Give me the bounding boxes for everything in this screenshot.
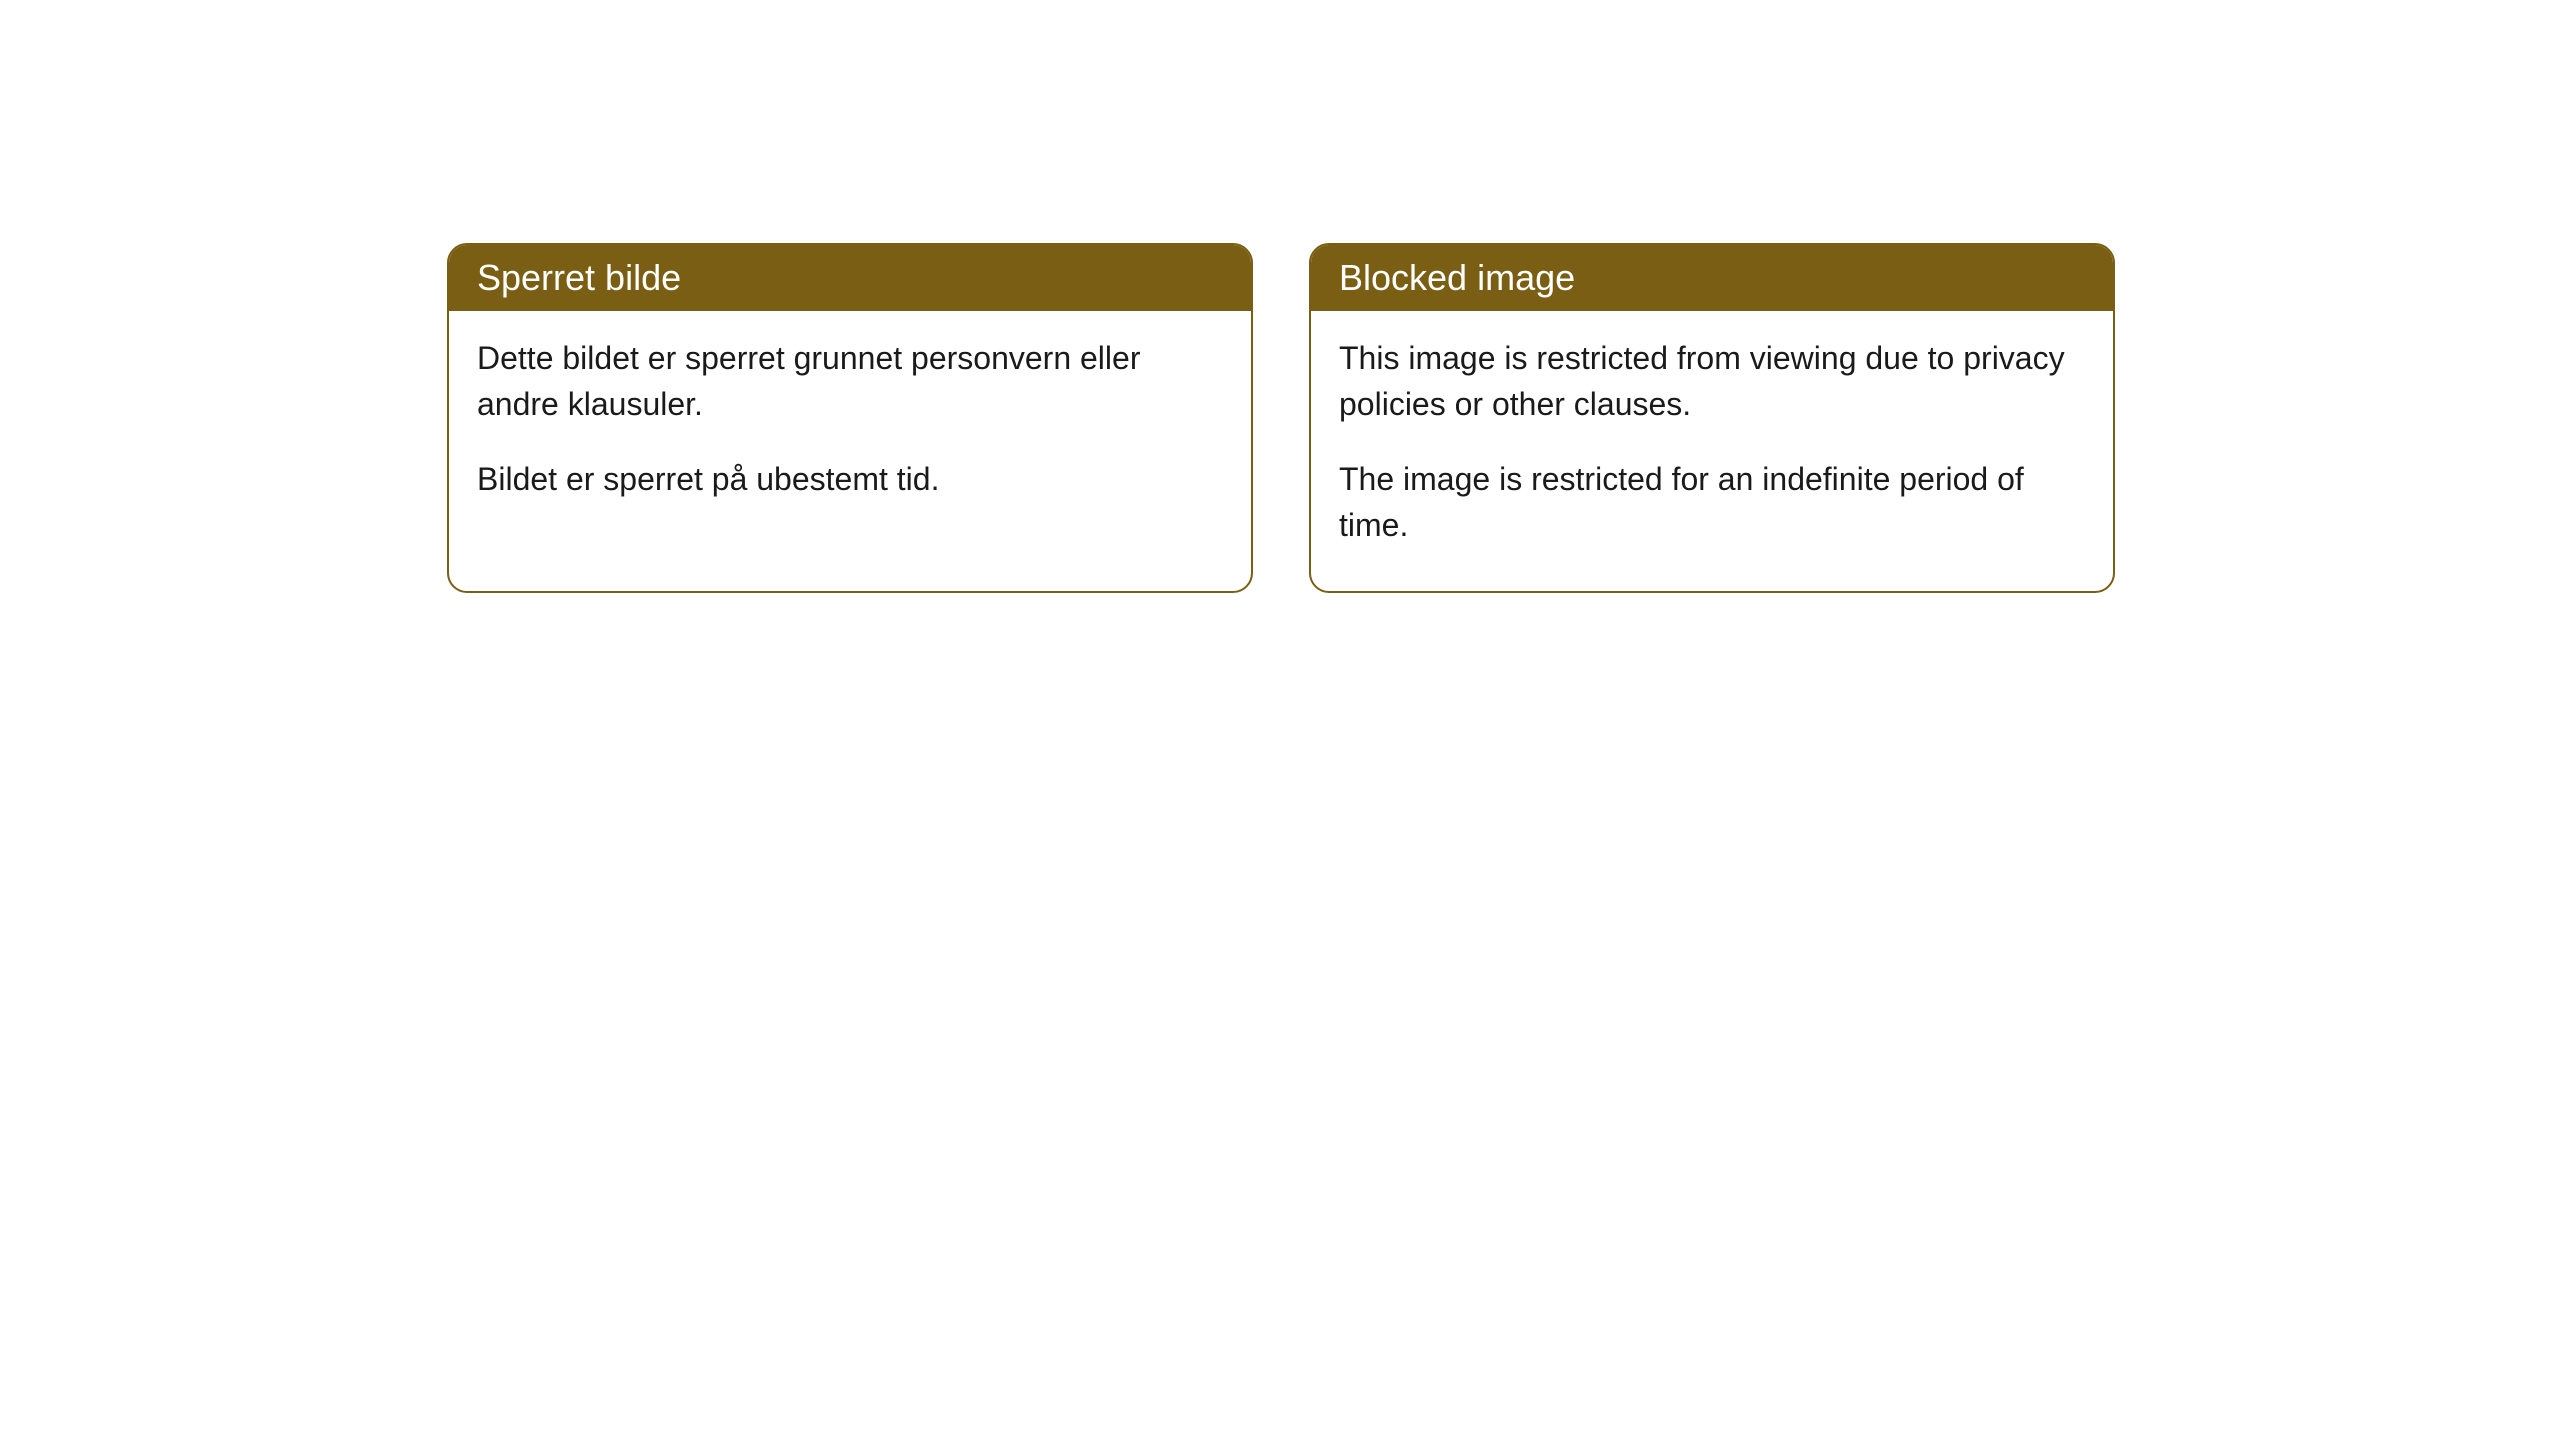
notice-cards-container: Sperret bilde Dette bildet er sperret gr…: [447, 243, 2115, 593]
notice-paragraph: Bildet er sperret på ubestemt tid.: [477, 456, 1223, 502]
notice-title: Sperret bilde: [477, 257, 681, 298]
notice-paragraph: This image is restricted from viewing du…: [1339, 335, 2085, 428]
notice-body-norwegian: Dette bildet er sperret grunnet personve…: [449, 311, 1251, 544]
notice-card-norwegian: Sperret bilde Dette bildet er sperret gr…: [447, 243, 1253, 593]
notice-header-english: Blocked image: [1311, 245, 2113, 311]
notice-paragraph: The image is restricted for an indefinit…: [1339, 456, 2085, 549]
notice-paragraph: Dette bildet er sperret grunnet personve…: [477, 335, 1223, 428]
notice-title: Blocked image: [1339, 257, 1575, 298]
notice-header-norwegian: Sperret bilde: [449, 245, 1251, 311]
notice-card-english: Blocked image This image is restricted f…: [1309, 243, 2115, 593]
notice-body-english: This image is restricted from viewing du…: [1311, 311, 2113, 591]
